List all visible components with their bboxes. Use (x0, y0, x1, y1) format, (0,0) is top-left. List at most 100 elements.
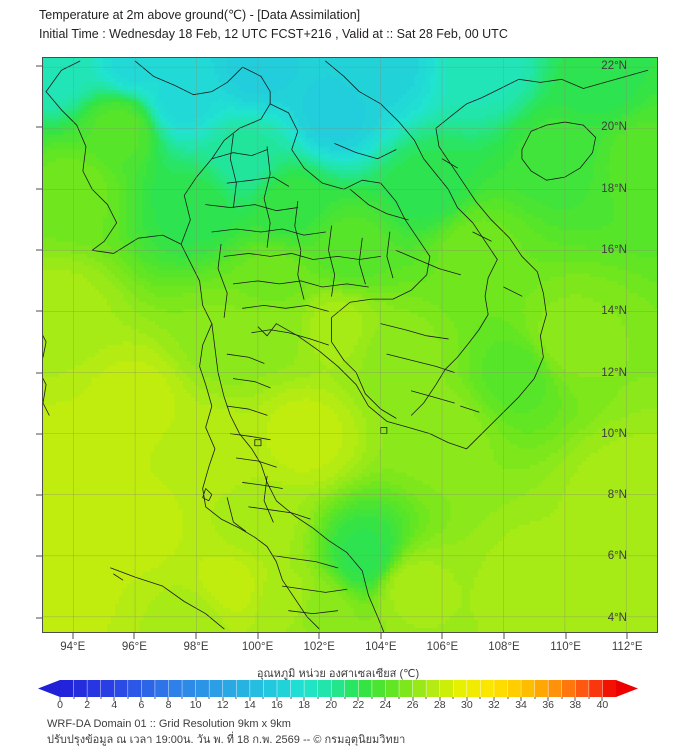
y-axis-tick-label: 12°N (601, 366, 627, 379)
y-axis-tick-label: 10°N (601, 427, 627, 440)
colorbar-tick-mark (412, 697, 414, 701)
colorbar-tick-mark (86, 697, 88, 701)
colorbar-tick-label: 38 (569, 699, 582, 711)
colorbar-tick-mark (59, 697, 61, 701)
colorbar-minor-tick (479, 697, 481, 699)
colorbar-tick-label: 18 (298, 699, 310, 711)
x-axis-tick-label: 106°E (426, 641, 459, 653)
footer-model-info: WRF-DA Domain 01 :: Grid Resolution 9km … (47, 718, 291, 730)
x-axis-tick-mark (318, 633, 320, 639)
y-axis-tick-label: 20°N (601, 121, 627, 134)
y-axis-tick-mark (36, 310, 42, 312)
colorbar-minor-tick (262, 697, 264, 699)
y-axis-tick-label: 6°N (607, 550, 627, 563)
colorbar-tick-label: 30 (460, 699, 473, 711)
x-axis-tick-label: 102°E (303, 641, 335, 653)
x-axis-tick-label: 100°E (241, 641, 274, 653)
y-axis-tick-mark (36, 65, 42, 67)
colorbar-minor-tick (534, 697, 536, 699)
colorbar-tick-label: 20 (325, 699, 338, 711)
colorbar-tick-mark (466, 697, 468, 701)
x-axis-tick-label: 98°E (183, 641, 209, 653)
colorbar-tick-label: 40 (596, 699, 609, 711)
colorbar-minor-tick (100, 697, 102, 699)
colorbar-tick-mark (574, 697, 576, 701)
colorbar-tick-mark (547, 697, 549, 701)
colorbar-tick-mark (330, 697, 332, 701)
x-axis-tick-mark (195, 633, 197, 639)
map-figure (42, 57, 658, 633)
title-block: Temperature at 2m above ground(℃) - [Dat… (39, 6, 659, 44)
y-axis-tick-mark (36, 188, 42, 190)
y-axis-tick-label: 14°N (601, 305, 627, 318)
footer-block: WRF-DA Domain 01 :: Grid Resolution 9km … (47, 716, 647, 748)
colorbar-minor-tick (344, 697, 346, 699)
colorbar-tick-mark (439, 697, 441, 701)
colorbar-tick-mark (303, 697, 305, 701)
y-axis-tick-label: 18°N (601, 182, 627, 195)
colorbar-tick-mark (249, 697, 251, 701)
colorbar-tick-label: 12 (216, 699, 229, 711)
colorbar-minor-tick (208, 697, 210, 699)
chart-subtitle: Initial Time : Wednesday 18 Feb, 12 UTC … (39, 27, 508, 41)
y-axis-tick-mark (36, 433, 42, 435)
colorbar-title: อุณหภูมิ หน่วย องศาเซลเซียส (℃) (256, 668, 420, 680)
x-axis-tick-mark (133, 633, 135, 639)
x-axis-tick-label: 112°E (611, 641, 643, 653)
colorbar-tick-label: 14 (244, 699, 256, 711)
x-axis-tick-label: 94°E (60, 641, 86, 653)
colorbar-min-extend (38, 680, 60, 697)
colorbar-minor-tick (588, 697, 590, 699)
colorbar-tick-label: 28 (433, 699, 446, 711)
colorbar-tick-label: 32 (488, 699, 500, 711)
x-axis-tick-label: 96°E (121, 641, 147, 653)
colorbar-minor-tick (507, 697, 508, 699)
colorbar-minor-tick (154, 697, 156, 699)
x-axis-tick-mark (441, 633, 443, 639)
y-axis-tick-mark (36, 617, 42, 619)
y-axis-tick-mark (36, 372, 42, 374)
colorbar-tick-label: 10 (189, 699, 202, 711)
colorbar-tick-label: 24 (379, 699, 392, 711)
colorbar-minor-tick (317, 697, 319, 699)
temperature-heatmap (43, 58, 657, 632)
colorbar-tick-label: 26 (406, 699, 419, 711)
colorbar-tick-mark (140, 697, 142, 701)
x-axis-tick-label: 104°E (365, 641, 397, 653)
colorbar-tick-label: 8 (165, 699, 172, 711)
y-axis-tick-mark (36, 126, 42, 128)
colorbar-minor-tick (127, 697, 129, 699)
colorbar-tick-mark (357, 697, 359, 701)
x-axis-tick-mark (626, 633, 628, 639)
colorbar-tick-mark (195, 697, 197, 701)
y-axis-tick-label: 22°N (601, 60, 627, 73)
colorbar-max-extend (616, 680, 638, 697)
y-axis-tick-label: 8°N (607, 489, 627, 502)
colorbar-tick-label: 22 (352, 699, 365, 711)
colorbar-tick-mark (493, 697, 495, 701)
colorbar-tick-mark (222, 697, 224, 701)
colorbar-tick-mark (167, 697, 169, 701)
y-axis-tick-mark (36, 555, 42, 557)
colorbar-tick-mark (384, 697, 386, 701)
colorbar-tick-label: 0 (57, 699, 63, 711)
x-axis-tick-mark (380, 633, 382, 639)
colorbar-minor-tick (73, 697, 75, 699)
colorbar-minor-tick (371, 697, 373, 699)
colorbar-minor-tick (290, 697, 292, 699)
x-axis-tick-mark (565, 633, 567, 639)
colorbar-minor-tick (398, 697, 400, 699)
y-axis-tick-mark (36, 249, 42, 251)
colorbar-tick-mark (601, 697, 603, 701)
chart-title: Temperature at 2m above ground(℃) - [Dat… (39, 8, 361, 22)
colorbar-tick-label: 34 (515, 699, 527, 711)
colorbar-tick-label: 16 (271, 699, 283, 711)
y-axis-tick-mark (36, 494, 42, 496)
colorbar-tick-label: 2 (84, 699, 91, 711)
colorbar (38, 680, 638, 697)
colorbar-gradient (38, 680, 638, 697)
x-axis-tick-mark (72, 633, 74, 639)
y-axis-tick-label: 16°N (601, 244, 627, 257)
x-axis-tick-label: 108°E (488, 641, 520, 653)
colorbar-tick-label: 4 (111, 699, 118, 711)
